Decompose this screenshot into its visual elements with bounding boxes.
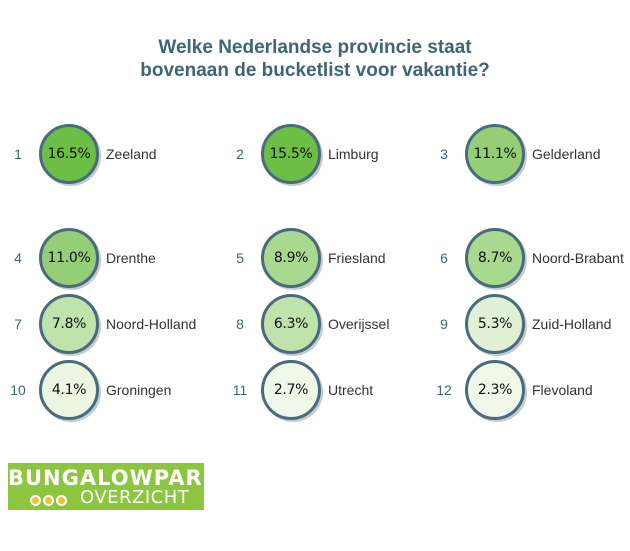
chart-title-line-2: bovenaan de bucketlist voor vakantie? xyxy=(140,60,490,81)
rank-number: 3 xyxy=(440,146,448,162)
percentage-label: 15.5% xyxy=(269,146,313,162)
province-name: Flevoland xyxy=(532,382,593,398)
ranking-item: 9 5.3% Zuid-Holland xyxy=(432,289,630,359)
ranking-item: 5 8.9% Friesland xyxy=(228,223,428,293)
logo-text-top: BUNGALOWPARK xyxy=(8,466,220,490)
logo-text-bottom: OVERZICHT xyxy=(80,487,190,508)
rank-number: 7 xyxy=(14,316,22,332)
chart-title: Welke Nederlandse provincie staat bovena… xyxy=(0,36,630,82)
value-bubble: 4.1% xyxy=(39,360,99,420)
value-bubble: 6.3% xyxy=(261,294,321,354)
rank-number: 2 xyxy=(236,146,244,162)
percentage-label: 11.1% xyxy=(473,146,517,162)
ranking-item: 10 4.1% Groningen xyxy=(6,355,206,425)
value-bubble: 2.7% xyxy=(261,360,321,420)
province-name: Utrecht xyxy=(328,382,374,398)
ranking-item: 6 8.7% Noord-Brabant xyxy=(432,223,630,293)
percentage-label: 6.3% xyxy=(273,316,309,332)
value-bubble: 11.1% xyxy=(465,124,525,184)
rank-number: 8 xyxy=(236,316,244,332)
province-name: Friesland xyxy=(328,250,386,266)
ranking-item: 12 2.3% Flevoland xyxy=(432,355,630,425)
ranking-item: 11 2.7% Utrecht xyxy=(228,355,428,425)
percentage-label: 2.7% xyxy=(273,382,309,398)
percentage-label: 8.9% xyxy=(273,250,309,266)
ranking-item: 1 16.5% Zeeland xyxy=(6,119,206,189)
province-name: Zuid-Holland xyxy=(532,316,612,332)
percentage-label: 5.3% xyxy=(477,316,513,332)
percentage-label: 2.3% xyxy=(477,382,513,398)
province-name: Noord-Holland xyxy=(106,316,197,332)
province-name: Limburg xyxy=(328,146,379,162)
value-bubble: 8.9% xyxy=(261,228,321,288)
percentage-label: 7.8% xyxy=(51,316,87,332)
rank-number: 5 xyxy=(236,250,244,266)
value-bubble: 7.8% xyxy=(39,294,99,354)
rank-number: 12 xyxy=(436,382,452,398)
percentage-label: 8.7% xyxy=(477,250,513,266)
rank-number: 11 xyxy=(232,382,248,398)
province-name: Zeeland xyxy=(106,146,157,162)
province-name: Noord-Brabant xyxy=(532,250,624,266)
rank-number: 1 xyxy=(14,146,22,162)
ranking-item: 8 6.3% Overijssel xyxy=(228,289,428,359)
value-bubble: 2.3% xyxy=(465,360,525,420)
brand-logo[interactable]: BUNGALOWPARK OVERZICHT xyxy=(8,463,220,511)
province-name: Overijssel xyxy=(328,316,390,332)
value-bubble: 15.5% xyxy=(261,124,321,184)
percentage-label: 11.0% xyxy=(47,250,91,266)
rank-number: 10 xyxy=(10,382,26,398)
ranking-item: 4 11.0% Drenthe xyxy=(6,223,206,293)
ranking-item: 7 7.8% Noord-Holland xyxy=(6,289,206,359)
province-name: Drenthe xyxy=(106,250,156,266)
value-bubble: 11.0% xyxy=(39,228,99,288)
ranking-item: 3 11.1% Gelderland xyxy=(432,119,630,189)
value-bubble: 16.5% xyxy=(39,124,99,184)
rank-number: 4 xyxy=(14,250,22,266)
value-bubble: 5.3% xyxy=(465,294,525,354)
province-name: Gelderland xyxy=(532,146,601,162)
percentage-label: 16.5% xyxy=(47,146,91,162)
rank-number: 9 xyxy=(440,316,448,332)
logo-dots-icon xyxy=(30,493,69,511)
percentage-label: 4.1% xyxy=(51,382,87,398)
rank-number: 6 xyxy=(440,250,448,266)
province-name: Groningen xyxy=(106,382,172,398)
value-bubble: 8.7% xyxy=(465,228,525,288)
ranking-item: 2 15.5% Limburg xyxy=(228,119,428,189)
chart-title-line-1: Welke Nederlandse provincie staat xyxy=(158,37,472,58)
